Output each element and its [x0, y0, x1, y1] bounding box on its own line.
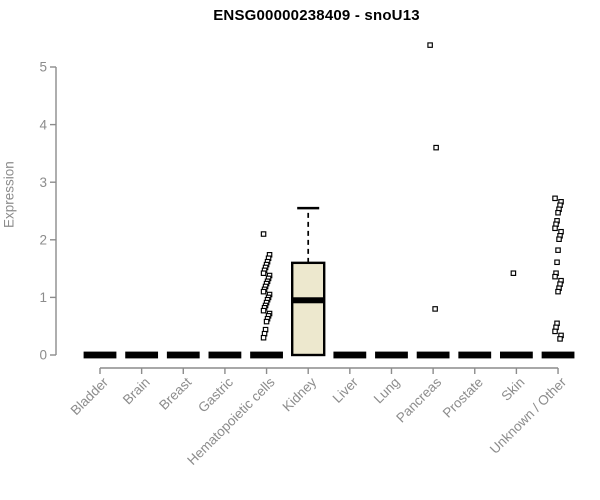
outlier-point [552, 273, 558, 280]
y-tick-label-1: 1 [39, 290, 47, 305]
box-group-breast [166, 351, 200, 359]
outlier-point [552, 195, 558, 202]
outlier-point [260, 288, 267, 295]
outlier-point [260, 307, 267, 314]
box-rect [291, 261, 326, 357]
outlier-point [552, 328, 558, 335]
y-tick-label-4: 4 [39, 117, 47, 132]
flat-box [125, 351, 159, 359]
x-category-label-skin: Skin [498, 375, 527, 404]
outlier-point [552, 225, 558, 232]
outlier-point [554, 259, 560, 266]
x-category-label-prostate: Prostate [440, 375, 486, 421]
flat-box [416, 351, 450, 359]
flat-box [499, 351, 533, 359]
outlier-point [555, 247, 561, 253]
y-tick-label-2: 2 [39, 233, 47, 248]
box-group-liver [333, 351, 367, 359]
flat-box [83, 351, 117, 359]
outlier-point [555, 288, 561, 295]
x-category-label-lung: Lung [371, 375, 403, 407]
y-tick-label-3: 3 [39, 175, 47, 190]
outlier-point [510, 270, 517, 276]
x-category-label-liver: Liver [330, 374, 362, 406]
outlier-point [260, 334, 267, 341]
flat-box [166, 351, 200, 359]
median-line [292, 297, 325, 304]
y-tick-label-5: 5 [39, 60, 47, 75]
x-category-label-unknown-other: Unknown / Other [487, 374, 570, 457]
outlier-point [432, 306, 438, 312]
box-group-hematopoietic-cells [250, 231, 283, 359]
flat-box [458, 351, 492, 359]
outlier-point [557, 336, 563, 342]
outlier-point [260, 231, 267, 237]
box-group-pancreas [416, 42, 450, 359]
x-category-label-breast: Breast [156, 374, 194, 412]
x-category-label-pancreas: Pancreas [393, 374, 444, 425]
outlier-point [556, 236, 562, 242]
box-group-gastric [208, 351, 242, 359]
flat-box [541, 351, 575, 359]
box-group-unknown-other [541, 195, 575, 359]
box-group-lung [375, 351, 408, 359]
x-category-label-bladder: Bladder [68, 374, 112, 418]
outlier-point [427, 42, 433, 48]
outlier-point [433, 144, 439, 151]
y-tick-label-0: 0 [39, 348, 47, 363]
box-group-brain [125, 351, 159, 359]
flat-box [375, 351, 408, 359]
outlier-point [263, 318, 270, 325]
box-group-kidney [291, 206, 326, 357]
flat-box [333, 351, 367, 359]
box-group-bladder [83, 351, 117, 359]
x-category-label-gastric: Gastric [195, 374, 236, 415]
outlier-point [555, 209, 561, 216]
x-category-label-brain: Brain [120, 375, 153, 408]
box-group-prostate [458, 351, 492, 359]
box-group-skin [499, 270, 533, 359]
x-category-label-kidney: Kidney [280, 374, 320, 414]
outlier-point [260, 270, 267, 276]
flat-box [208, 351, 242, 359]
flat-box [250, 351, 283, 359]
chart-title: ENSG00000238409 - snoU13 [213, 7, 420, 24]
